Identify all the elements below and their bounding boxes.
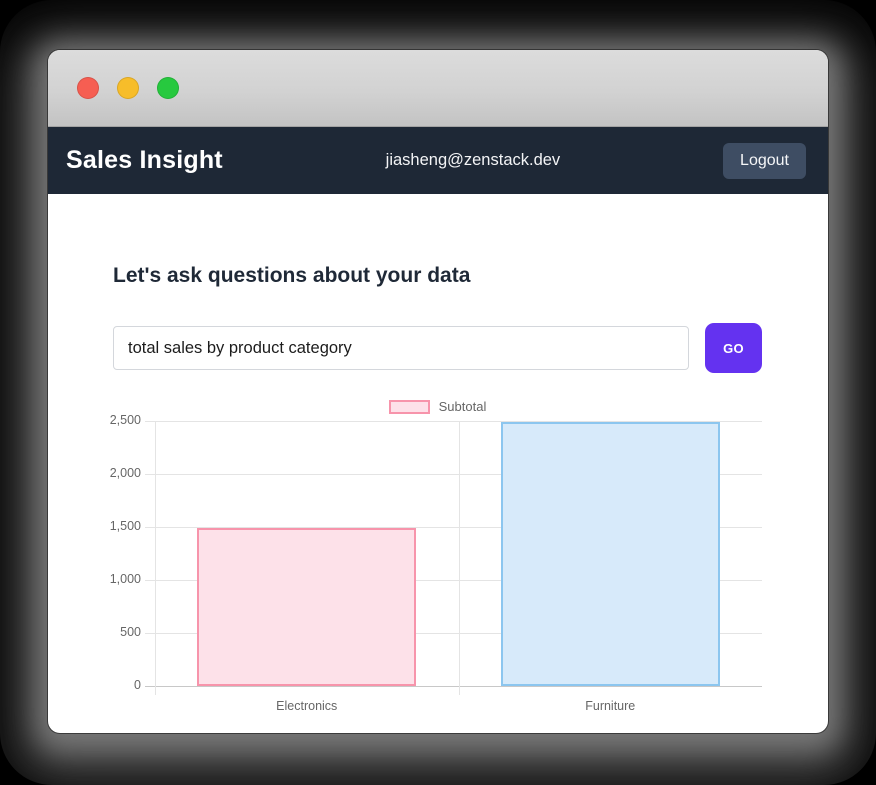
- legend-label: Subtotal: [438, 399, 487, 414]
- app-window: Sales Insight jiasheng@zenstack.dev Logo…: [48, 50, 828, 733]
- y-tick-label: 1,500: [109, 519, 141, 533]
- gridline-y: [145, 474, 762, 475]
- bar-furniture[interactable]: [500, 422, 720, 686]
- gridline-x: [458, 421, 460, 695]
- y-tick-label: 500: [120, 625, 141, 639]
- query-input[interactable]: [113, 326, 689, 370]
- zoom-button[interactable]: [157, 77, 179, 99]
- y-tick-label: 2,500: [109, 413, 141, 427]
- navbar: Sales Insight jiasheng@zenstack.dev Logo…: [48, 127, 828, 194]
- gridline-y: [145, 580, 762, 581]
- go-button[interactable]: GO: [705, 323, 762, 373]
- main-content: Let's ask questions about your data GO S…: [48, 264, 828, 719]
- x-tick-label: Furniture: [585, 699, 636, 713]
- x-tick-label: Electronics: [276, 699, 338, 713]
- minimize-button[interactable]: [117, 77, 139, 99]
- app-title: Sales Insight: [66, 146, 223, 174]
- gridline-y: [145, 527, 762, 528]
- legend-swatch: [388, 399, 430, 414]
- page-title: Let's ask questions about your data: [113, 264, 471, 287]
- gridline-y: [145, 421, 762, 422]
- logout-button[interactable]: Logout: [723, 142, 806, 179]
- query-row: GO: [113, 323, 762, 373]
- gridline-x: [155, 421, 156, 695]
- y-tick-label: 2,000: [109, 466, 141, 480]
- gridline-y: [145, 686, 762, 687]
- y-tick-label: 0: [134, 678, 141, 692]
- chart: Subtotal 0 500 1,000 1,500 2,000 2,500 Electro…: [110, 399, 762, 719]
- window-titlebar: [48, 50, 828, 127]
- user-email: jiasheng@zenstack.dev: [385, 151, 561, 169]
- chart-legend[interactable]: Subtotal: [113, 399, 762, 414]
- y-tick-label: 1,000: [109, 572, 141, 586]
- close-button[interactable]: [77, 77, 99, 99]
- bar-electronics[interactable]: [197, 528, 416, 686]
- gridline-y: [145, 633, 762, 634]
